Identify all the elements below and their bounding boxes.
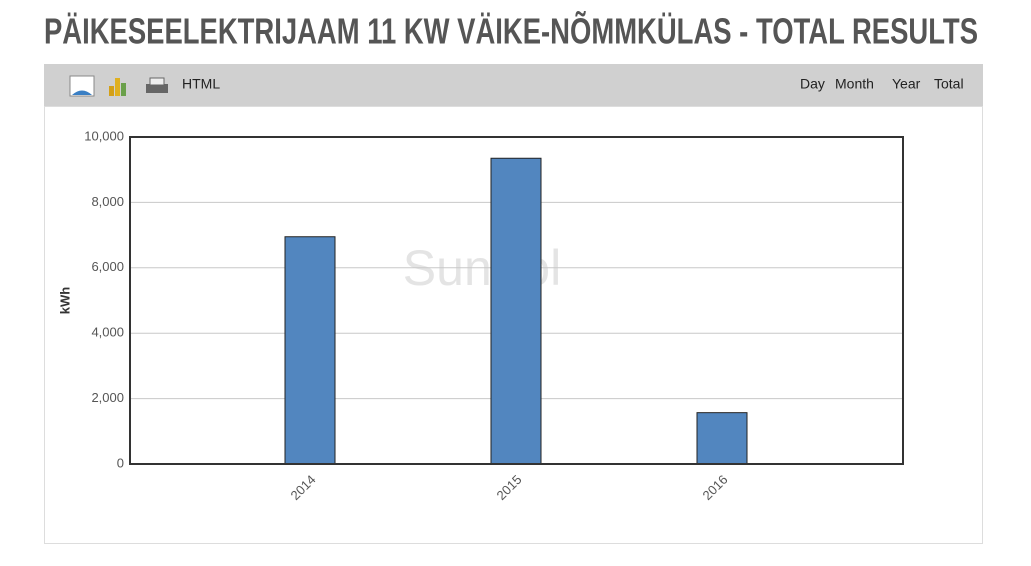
y-axis-label: kWh	[57, 287, 72, 315]
period-link[interactable]: Month	[835, 76, 874, 92]
y-tick-label: 6,000	[91, 259, 124, 274]
page-title: PÄIKESEELEKTRIJAAM 11 KW VÄIKE-NÕMMKÜLAS…	[44, 10, 978, 52]
bar	[284, 236, 336, 465]
bar	[696, 412, 748, 465]
chart: Suntrol02,0004,0006,0008,00010,000kWh201…	[57, 128, 904, 503]
y-tick-label: 2,000	[91, 390, 124, 405]
bar-chart-icon[interactable]	[109, 78, 126, 96]
period-link[interactable]: Total	[934, 76, 964, 92]
period-links: Day Month Year Total	[800, 76, 964, 92]
period-link[interactable]: Year	[892, 76, 921, 92]
y-tick-label: 4,000	[91, 325, 124, 340]
period-link[interactable]: Day	[800, 76, 825, 92]
export-html-link[interactable]: HTML	[182, 76, 220, 92]
print-icon[interactable]	[146, 77, 168, 93]
line-chart-icon[interactable]	[69, 75, 95, 97]
y-tick-label: 0	[117, 455, 124, 470]
plot-frame	[129, 136, 904, 465]
y-tick-label: 8,000	[91, 194, 124, 209]
toolbar	[44, 64, 983, 106]
y-tick-label: 10,000	[84, 128, 124, 143]
bar	[490, 157, 542, 465]
